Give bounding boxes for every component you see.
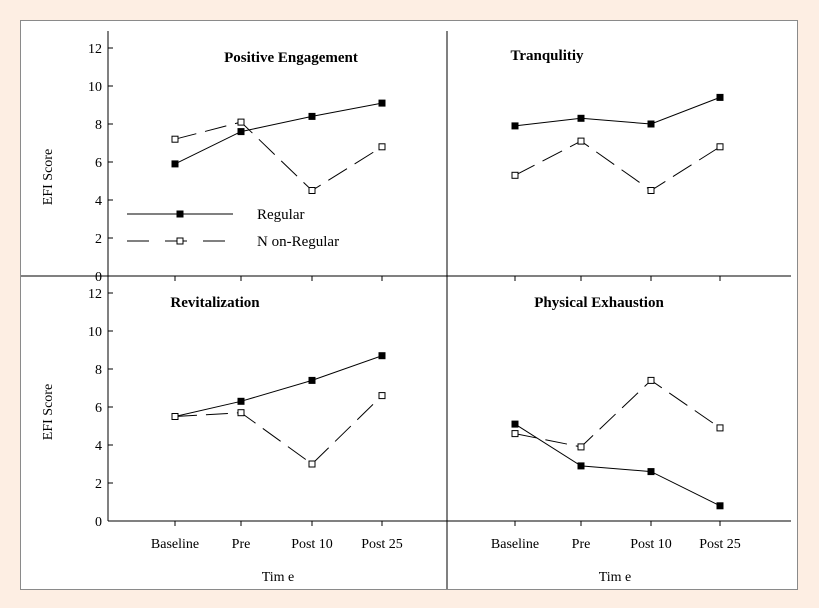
x-tick-label: Baseline <box>491 537 539 552</box>
point-regular <box>647 468 655 476</box>
point-non-regular <box>647 376 655 384</box>
point-non-regular <box>647 187 655 194</box>
panel-positive-engagement: Positive Engagement <box>171 50 386 194</box>
legend-label: Regular <box>257 207 304 223</box>
point-non-regular <box>716 143 724 151</box>
point-regular <box>577 114 585 122</box>
x-axis-title-left: Tim e <box>262 570 295 585</box>
y-axis-title-bottom: EFI Score <box>41 384 56 440</box>
series-line-regular <box>174 102 383 165</box>
x-tick-label: Baseline <box>151 537 199 552</box>
point-regular <box>378 99 386 107</box>
point-non-regular <box>237 118 245 126</box>
point-non-regular <box>308 460 316 468</box>
point-regular <box>647 120 655 128</box>
point-non-regular <box>378 143 386 151</box>
point-regular <box>237 128 245 136</box>
point-regular <box>308 376 316 384</box>
legend-marker-non-regular <box>176 237 184 245</box>
chart-panels: Positive Engagement Tranqulitiy Revitaliza… <box>170 48 724 510</box>
y-tick-label: 10 <box>88 325 102 340</box>
legend-label: N on-Regular <box>257 234 339 250</box>
point-non-regular <box>577 137 585 145</box>
point-regular <box>511 122 519 130</box>
x-tick-label: Post 10 <box>291 537 333 552</box>
point-non-regular <box>577 443 585 451</box>
x-tick-label: Post 25 <box>361 537 403 552</box>
point-non-regular <box>511 171 519 179</box>
panel-revitalization: Revitalization <box>170 295 386 468</box>
point-non-regular <box>716 424 724 432</box>
series-line-non-regular <box>514 140 721 192</box>
y-tick-label: 4 <box>95 439 102 454</box>
series-line-non-regular <box>514 379 721 448</box>
y-tick-label: 8 <box>95 118 102 133</box>
x-tick-label: Post 25 <box>699 537 741 552</box>
panel-title: Physical Exhaustion <box>534 295 664 311</box>
legend: Regular N on-Regular <box>127 207 339 250</box>
x-axis-title-right: Tim e <box>599 570 632 585</box>
y-tick-label: 10 <box>88 80 102 95</box>
panel-physical-exhaustion: Physical Exhaustion <box>511 295 724 510</box>
point-regular <box>716 93 724 101</box>
point-regular <box>716 502 724 510</box>
y-tick-label: 6 <box>95 401 102 416</box>
x-tick-label: Pre <box>572 537 591 552</box>
series-line-regular <box>514 96 721 127</box>
point-non-regular <box>237 409 245 417</box>
panel-title: Positive Engagement <box>224 50 358 66</box>
figure-frame: 0 2 4 6 8 10 12 0 2 4 6 8 10 12 Baseline Pre Post 10 Post… <box>20 20 798 590</box>
point-regular <box>171 160 179 168</box>
x-tick-label: Pre <box>232 537 251 552</box>
y-tick-label: 12 <box>88 287 102 302</box>
panel-title: Tranqulitiy <box>510 48 584 64</box>
y-tick-label: 4 <box>95 194 102 209</box>
legend-marker-regular <box>176 210 184 218</box>
point-non-regular <box>171 413 179 420</box>
point-non-regular <box>378 392 386 400</box>
point-regular <box>511 420 519 428</box>
series-line-regular <box>514 423 721 507</box>
point-regular <box>378 352 386 360</box>
point-non-regular <box>511 430 519 438</box>
point-non-regular <box>171 135 179 143</box>
y-tick-label: 2 <box>95 232 102 247</box>
series-line-non-regular <box>174 121 383 192</box>
y-tick-label: 0 <box>95 515 102 530</box>
y-tick-label: 6 <box>95 156 102 171</box>
axis-titles: EFI Score EFI Score Tim e Tim e <box>41 149 631 585</box>
y-tick-label: 8 <box>95 363 102 378</box>
panel-title: Revitalization <box>170 295 260 311</box>
efi-chart: 0 2 4 6 8 10 12 0 2 4 6 8 10 12 Baseline Pre Post 10 Post… <box>21 31 791 589</box>
y-tick-label: 0 <box>95 270 102 285</box>
point-regular <box>237 397 245 405</box>
y-axis-title-top: EFI Score <box>41 149 56 205</box>
point-regular <box>577 462 585 470</box>
series-line-non-regular <box>174 395 383 465</box>
point-non-regular <box>308 187 316 194</box>
panel-dividers: 0 2 4 6 8 10 12 0 2 4 6 8 10 12 Baseline Pre Post 10 Post… <box>21 31 791 589</box>
x-tick-label: Post 10 <box>630 537 672 552</box>
point-regular <box>308 112 316 120</box>
y-tick-label: 2 <box>95 477 102 492</box>
y-tick-label: 12 <box>88 42 102 57</box>
panel-tranqulitiy: Tranqulitiy <box>510 48 724 194</box>
series-line-regular <box>174 355 383 417</box>
